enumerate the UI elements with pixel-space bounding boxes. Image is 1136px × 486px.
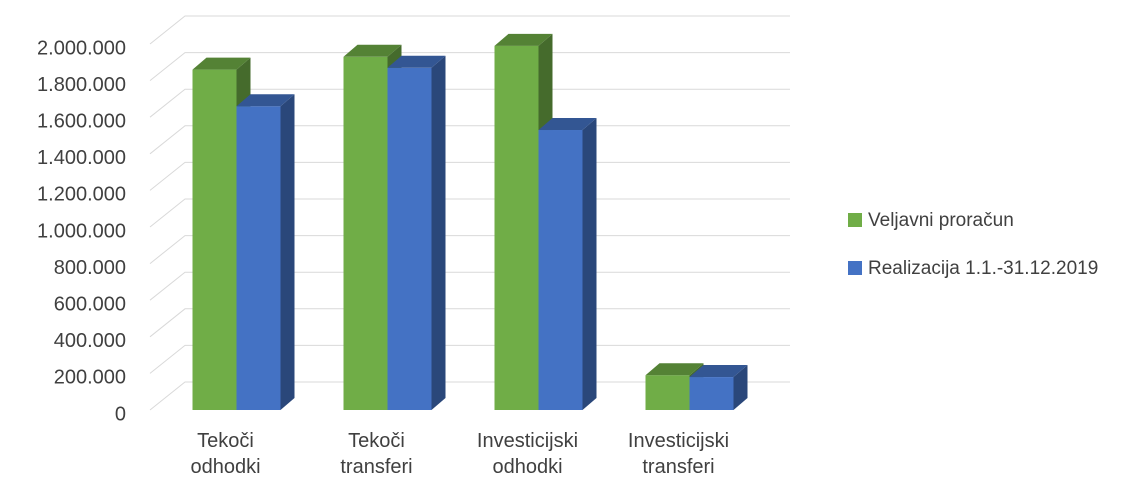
legend-swatch — [848, 213, 862, 227]
y-tick-label: 2.000.000 — [37, 37, 126, 59]
bar-side — [280, 94, 295, 410]
x-tick-label: Tekoči odhodki — [190, 430, 261, 478]
bar — [387, 67, 432, 410]
bar-top — [645, 363, 704, 376]
grid-line — [149, 52, 790, 81]
bar — [645, 375, 690, 410]
x-tick-label: Tekoči transferi — [340, 430, 413, 478]
legend-swatch — [848, 261, 862, 275]
bar-top — [689, 365, 748, 378]
y-tick-label: 400.000 — [54, 330, 126, 352]
y-tick-label: 1.600.000 — [37, 110, 126, 132]
bar-top — [494, 33, 553, 46]
bar-top — [538, 118, 597, 131]
y-tick-label: 1.800.000 — [37, 74, 126, 96]
y-tick-label: 0 — [115, 403, 126, 425]
grid-line — [149, 15, 790, 45]
y-tick-label: 1.400.000 — [37, 147, 126, 169]
y-tick-label: 600.000 — [54, 293, 126, 315]
grid-line — [149, 88, 790, 118]
bar-top — [387, 55, 446, 68]
legend-label: Veljavni proračun — [868, 210, 1014, 231]
bar — [343, 56, 388, 411]
bar-top — [343, 44, 402, 57]
y-tick-label: 1.200.000 — [37, 184, 126, 206]
bar — [494, 45, 539, 411]
bar-side — [733, 365, 748, 410]
bar-top — [236, 94, 295, 107]
bar — [538, 130, 583, 410]
x-tick-label: Investicijski transferi — [627, 430, 730, 478]
bar — [236, 106, 281, 410]
y-tick-label: 800.000 — [54, 257, 126, 279]
bar-side — [582, 118, 597, 410]
y-tick-label: 200.000 — [54, 367, 126, 389]
x-tick-label: Investicijski odhodki — [476, 430, 579, 478]
bar — [192, 69, 237, 411]
legend-label: Realizacija 1.1.-31.12.2019 — [868, 258, 1098, 279]
bar-side — [431, 55, 446, 410]
bar-top — [192, 57, 251, 70]
y-tick-label: 1.000.000 — [37, 220, 126, 242]
bar — [689, 377, 734, 410]
